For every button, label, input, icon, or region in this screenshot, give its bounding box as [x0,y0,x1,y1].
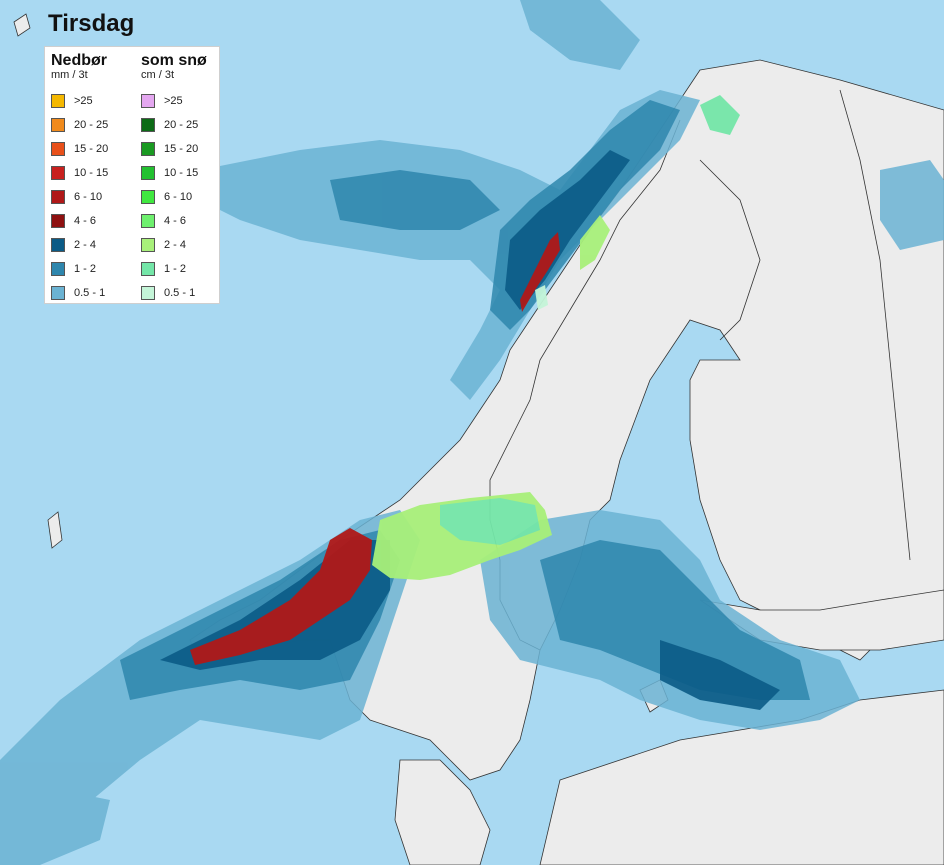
snow-small-patch [535,285,548,310]
rain-legend-item: 4 - 6 [51,209,108,233]
legend-rain-rows: >25 20 - 25 15 - 20 10 - 15 6 - 10 4 - 6 2 - 4… [51,89,108,305]
snow-legend-label: 0.5 - 1 [164,287,196,299]
snow-legend-item: 10 - 15 [141,161,207,185]
rain-legend-item: 0.5 - 1 [51,281,108,305]
rain-legend-swatch [51,262,65,276]
legend-snow-unit: cm / 3t [141,69,175,81]
snow-legend-swatch [141,142,155,156]
rain-legend-label: 20 - 25 [74,119,109,131]
finland-russia-border [839,89,911,561]
precip-light-northeast [880,160,944,250]
rain-legend-swatch [51,118,65,132]
snow-legend-item: 20 - 25 [141,113,207,137]
rain-legend-label: 4 - 6 [74,215,97,227]
rain-legend-item: 1 - 2 [51,257,108,281]
rain-legend-swatch [51,238,65,252]
precip-mid-sea-patch [330,170,500,230]
snow-legend-item: 4 - 6 [141,209,207,233]
map-title: Tirsdag [48,10,135,37]
rain-legend-label: 10 - 15 [74,167,109,179]
rain-legend-item: 10 - 15 [51,161,108,185]
legend: Nedbør mm / 3t >25 20 - 25 15 - 20 10 - 15 6… [44,46,220,304]
rain-legend-item: 15 - 20 [51,137,108,161]
snow-legend-label: 1 - 2 [164,263,187,275]
legend-rain-heading: Nedbør [51,52,107,69]
snow-legend-label: 20 - 25 [164,119,199,131]
snow-legend-item: 15 - 20 [141,137,207,161]
rain-legend-label: 1 - 2 [74,263,97,275]
snow-legend-swatch [141,214,155,228]
precip-light-west-band [0,790,110,865]
rain-legend-label: 15 - 20 [74,143,109,155]
snow-legend-swatch [141,238,155,252]
snow-legend-item: >25 [141,89,207,113]
rain-legend-label: 6 - 10 [74,191,103,203]
precip-light-norwegian-sea [200,90,700,400]
shetland-island [47,511,63,549]
precip-intense-areas [190,232,560,665]
legend-snow-column: som snø cm / 3t >25 20 - 25 15 - 20 10 - 15… [141,53,207,305]
snow-legend-swatch [141,94,155,108]
rain-legend-item: 6 - 10 [51,185,108,209]
precip-light-north-patch [520,0,640,70]
snow-legend-item: 0.5 - 1 [141,281,207,305]
snow-legend-swatch [141,166,155,180]
rain-legend-swatch [51,286,65,300]
rain-legend-item: 2 - 4 [51,233,108,257]
rain-legend-swatch [51,166,65,180]
snow-legend-item: 2 - 4 [141,233,207,257]
snow-legend-label: 2 - 4 [164,239,187,251]
rain-legend-item: >25 [51,89,108,113]
rain-legend-label: >25 [74,95,93,107]
rain-legend-label: 0.5 - 1 [74,287,106,299]
snow-legend-label: 4 - 6 [164,215,187,227]
snow-legend-label: 6 - 10 [164,191,193,203]
snow-central-core [440,498,540,545]
legend-rain-unit: mm / 3t [51,69,88,81]
rain-legend-swatch [51,94,65,108]
legend-rain-column: Nedbør mm / 3t >25 20 - 25 15 - 20 10 - 15 6… [51,53,108,305]
rain-legend-swatch [51,142,65,156]
legend-snow-rows: >25 20 - 25 15 - 20 10 - 15 6 - 10 4 - 6 2 - 4… [141,89,207,305]
faroe-island [13,13,31,37]
rain-legend-swatch [51,190,65,204]
snow-legend-swatch [141,262,155,276]
legend-snow-heading: som snø [141,52,207,69]
rain-legend-swatch [51,214,65,228]
precip-intense-north-norway [520,232,560,312]
rain-legend-label: 2 - 4 [74,239,97,251]
snow-northern-fjell [580,215,610,270]
snow-legend-swatch [141,286,155,300]
snow-legend-label: 10 - 15 [164,167,199,179]
snow-areas [372,95,740,580]
denmark-landmass [394,759,491,865]
rain-legend-item: 20 - 25 [51,113,108,137]
snow-legend-label: >25 [164,95,183,107]
snow-legend-item: 6 - 10 [141,185,207,209]
snow-legend-item: 1 - 2 [141,257,207,281]
snow-northern-lapland [700,95,740,135]
snow-legend-label: 15 - 20 [164,143,199,155]
snow-legend-swatch [141,118,155,132]
precip-mid-baltic [540,540,810,700]
precip-heavy-gulf [660,640,780,710]
precip-intense-west-norway [190,528,372,665]
sweden-finland-border [699,159,761,341]
snow-legend-swatch [141,190,155,204]
